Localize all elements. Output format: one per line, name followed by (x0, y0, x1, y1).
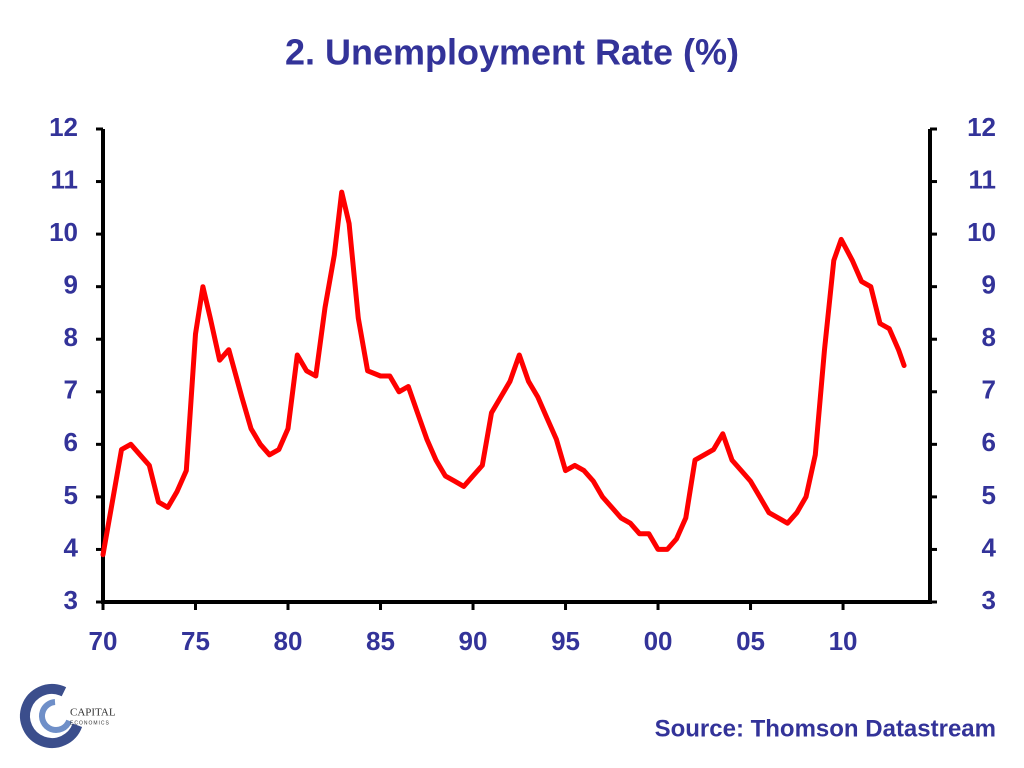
x-tick-label: 80 (274, 626, 303, 656)
y-tick-label: 10 (49, 217, 78, 247)
y-tick-label: 3 (64, 585, 78, 615)
y-tick-label: 9 (64, 270, 78, 300)
y2-tick-label: 8 (982, 322, 996, 352)
data-line (100, 189, 907, 558)
y-tick-label: 7 (64, 375, 78, 405)
y2-tick-label: 4 (982, 532, 997, 562)
x-tick-label: 75 (181, 626, 210, 656)
y2-tick-label: 9 (982, 270, 996, 300)
y2-tick-label: 7 (982, 375, 996, 405)
y2-tick-label: 5 (982, 480, 996, 510)
y-tick-label: 6 (64, 427, 78, 457)
logo-ring-inner (39, 699, 73, 733)
x-tick-label: 70 (89, 626, 118, 656)
x-tick-label: 00 (644, 626, 673, 656)
y-tick-label: 4 (64, 532, 79, 562)
x-tick-label: 85 (366, 626, 395, 656)
y2-tick-label: 12 (967, 112, 996, 142)
x-tick-label: 90 (459, 626, 488, 656)
y2-tick-label: 6 (982, 427, 996, 457)
y2-tick-label: 3 (982, 585, 996, 615)
y2-tick-label: 10 (967, 217, 996, 247)
x-tick-label: 95 (551, 626, 580, 656)
x-tick-label: 05 (736, 626, 765, 656)
source-note: Source: Thomson Datastream (655, 715, 996, 742)
logo-text: ECONOMICS (70, 720, 110, 726)
y-tick-label: 8 (64, 322, 78, 352)
y2-tick-label: 11 (969, 164, 997, 194)
y-tick-label: 11 (51, 164, 79, 194)
logo-text: CAPITAL (70, 707, 116, 719)
chart-title: 2. Unemployment Rate (%) (285, 32, 739, 73)
logo: CAPITAL ECONOMICS (20, 684, 116, 748)
x-tick-label: 10 (829, 626, 858, 656)
logo-ring (20, 684, 84, 748)
y-tick-label: 12 (49, 112, 78, 142)
y-tick-label: 5 (64, 480, 78, 510)
